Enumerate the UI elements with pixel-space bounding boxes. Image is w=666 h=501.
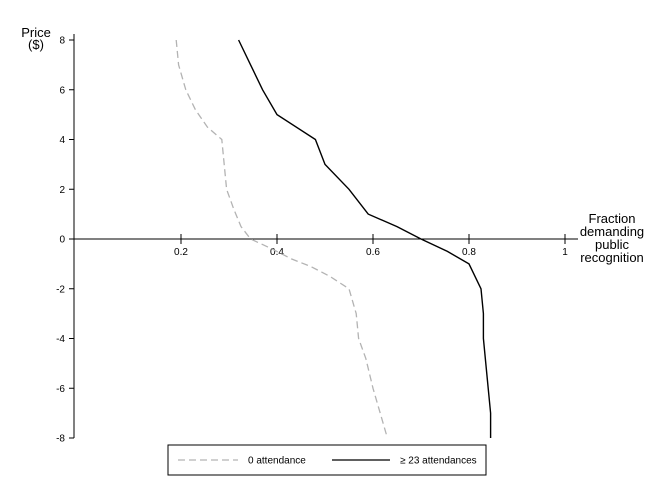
y-tick-label: -4 (56, 334, 65, 345)
x-axis-label: public (595, 237, 629, 252)
x-tick-label: 1 (562, 247, 568, 258)
y-tick-label: -2 (56, 284, 65, 295)
legend-label: ≥ 23 attendances (400, 456, 477, 467)
y-axis-label: Price (21, 25, 51, 40)
legend-label: 0 attendance (248, 456, 306, 467)
x-axis-label: demanding (580, 224, 644, 239)
x-axis-label: recognition (580, 250, 644, 265)
x-tick-label: 0.4 (270, 247, 284, 258)
y-axis-label: ($) (28, 37, 44, 52)
x-tick-label: 0.6 (366, 247, 380, 258)
y-tick-label: -6 (56, 384, 65, 395)
y-tick-label: 6 (59, 85, 65, 96)
y-tick-label: 4 (59, 135, 65, 146)
y-tick-label: 2 (59, 185, 65, 196)
legend-box (167, 444, 487, 476)
y-tick-label: 0 (59, 235, 65, 246)
series-zero-attendance-line (175, 39, 389, 439)
y-tick-label: 8 (59, 36, 65, 47)
x-axis-label: Fraction (589, 211, 636, 226)
y-tick-label: -8 (56, 434, 65, 445)
x-tick-label: 0.2 (174, 247, 188, 258)
x-tick-label: 0.8 (462, 247, 476, 258)
series-23-attendances-line (237, 39, 492, 438)
